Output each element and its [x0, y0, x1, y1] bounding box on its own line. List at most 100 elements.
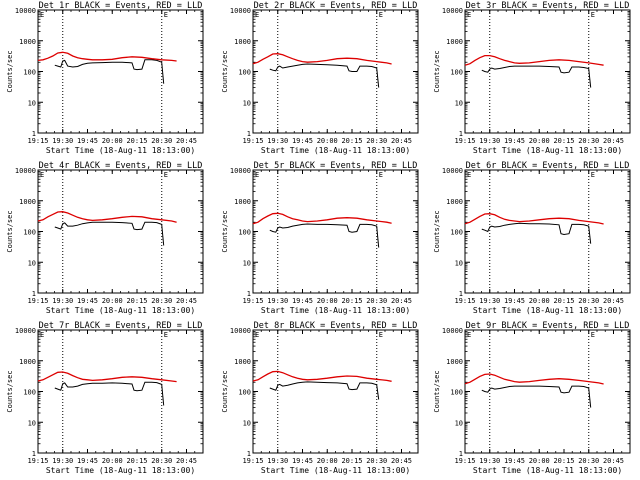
- y-tick-label: 10000: [15, 167, 36, 175]
- panel-1: Det 1r BLACK = Events, RED = LLD Counts/s…: [6, 1, 204, 155]
- events-series-line: [481, 65, 592, 88]
- x-tick-label: 20:30: [578, 297, 599, 305]
- y-tick-label: 10: [243, 259, 251, 267]
- y-tick-label: 10: [28, 419, 36, 427]
- x-tick-label: 20:45: [391, 297, 412, 305]
- panel-title: Det 2r BLACK = Events, RED = LLD: [254, 1, 418, 11]
- x-tick-label: 20:00: [102, 457, 123, 465]
- y-axis-label: Counts/sec: [221, 370, 229, 412]
- x-tick-label: 20:15: [341, 297, 362, 305]
- y-tick-label: 10000: [15, 327, 36, 335]
- events-series-line: [269, 381, 380, 400]
- x-tick-label: 20:45: [176, 297, 197, 305]
- x-tick-label: 20:15: [553, 297, 574, 305]
- y-tick-label: 1: [32, 450, 36, 458]
- marker-label: E: [591, 11, 595, 19]
- y-axis-label: Counts/sec: [221, 210, 229, 252]
- x-tick-label: 20:30: [151, 297, 172, 305]
- panel-title: Det 3r BLACK = Events, RED = LLD: [466, 1, 630, 11]
- marker-label: E: [467, 171, 471, 179]
- x-tick-label: 19:15: [27, 297, 48, 305]
- panel-title: Det 9r BLACK = Events, RED = LLD: [466, 321, 630, 331]
- y-tick-label: 10: [243, 99, 251, 107]
- x-axis-label: Start Time (18-Aug-11 18:13:00): [473, 146, 622, 155]
- x-axis-label: Start Time (18-Aug-11 18:13:00): [261, 466, 410, 475]
- x-tick-label: 20:45: [603, 137, 624, 145]
- x-tick-label: 19:30: [267, 137, 288, 145]
- marker-label: E: [591, 171, 595, 179]
- y-tick-label: 100: [450, 69, 463, 77]
- events-series-line: [54, 221, 165, 246]
- panel-4: Det 4r BLACK = Events, RED = LLD Counts/s…: [6, 161, 204, 315]
- y-tick-label: 1000: [19, 198, 36, 206]
- x-tick-label: 19:15: [242, 457, 263, 465]
- events-series-line: [269, 223, 380, 248]
- events-series-line: [54, 59, 165, 84]
- marker-label: E: [379, 171, 383, 179]
- y-tick-label: 100: [450, 389, 463, 397]
- panel-7: Det 7r BLACK = Events, RED = LLD Counts/s…: [6, 321, 204, 475]
- y-axis-label: Counts/sec: [6, 50, 14, 92]
- x-tick-label: 20:15: [553, 457, 574, 465]
- x-axis-label: Start Time (18-Aug-11 18:13:00): [473, 466, 622, 475]
- marker-label: E: [40, 331, 44, 339]
- panel-3: Det 3r BLACK = Events, RED = LLD Counts/s…: [433, 1, 631, 155]
- panel-6: Det 6r BLACK = Events, RED = LLD Counts/s…: [433, 161, 631, 315]
- lld-series-line: [37, 371, 177, 383]
- x-tick-label: 19:45: [292, 297, 313, 305]
- x-axis-label: Start Time (18-Aug-11 18:13:00): [46, 306, 195, 315]
- y-tick-label: 10000: [442, 327, 463, 335]
- events-series-line: [481, 222, 592, 244]
- x-tick-label: 20:45: [391, 457, 412, 465]
- x-tick-label: 19:45: [77, 297, 98, 305]
- y-tick-label: 100: [23, 229, 36, 237]
- y-tick-label: 1: [459, 450, 463, 458]
- marker-label: E: [40, 11, 44, 19]
- panel-2: Det 2r BLACK = Events, RED = LLD Counts/s…: [221, 1, 419, 155]
- x-tick-label: 20:15: [553, 137, 574, 145]
- y-axis-label: Counts/sec: [6, 370, 14, 412]
- lld-series-line: [464, 373, 604, 385]
- x-tick-label: 20:45: [391, 137, 412, 145]
- x-tick-label: 20:15: [341, 457, 362, 465]
- y-tick-label: 1: [247, 130, 251, 138]
- x-tick-label: 20:15: [126, 297, 147, 305]
- x-tick-label: 20:30: [151, 137, 172, 145]
- x-tick-label: 19:30: [479, 297, 500, 305]
- marker-label: E: [255, 11, 259, 19]
- x-axis-label: Start Time (18-Aug-11 18:13:00): [473, 306, 622, 315]
- x-tick-label: 19:45: [504, 137, 525, 145]
- y-tick-label: 1: [32, 290, 36, 298]
- panel-title: Det 4r BLACK = Events, RED = LLD: [39, 161, 203, 171]
- x-tick-label: 20:00: [102, 137, 123, 145]
- y-tick-label: 1: [459, 130, 463, 138]
- x-tick-label: 20:00: [529, 457, 550, 465]
- x-tick-label: 20:45: [603, 457, 624, 465]
- marker-label: E: [467, 331, 471, 339]
- y-axis-label: Counts/sec: [221, 50, 229, 92]
- marker-label: E: [255, 171, 259, 179]
- x-axis-label: Start Time (18-Aug-11 18:13:00): [261, 306, 410, 315]
- x-tick-label: 20:45: [176, 457, 197, 465]
- x-tick-label: 19:15: [242, 297, 263, 305]
- x-tick-label: 19:30: [479, 457, 500, 465]
- marker-label: E: [467, 11, 471, 19]
- y-tick-label: 100: [23, 69, 36, 77]
- y-tick-label: 100: [23, 389, 36, 397]
- lld-series-line: [37, 211, 177, 223]
- lld-series-line: [252, 53, 392, 65]
- x-tick-label: 19:15: [454, 137, 475, 145]
- x-tick-label: 19:15: [27, 457, 48, 465]
- x-axis-label: Start Time (18-Aug-11 18:13:00): [261, 146, 410, 155]
- x-tick-label: 19:30: [52, 457, 73, 465]
- y-tick-label: 10000: [230, 327, 251, 335]
- panel-title: Det 8r BLACK = Events, RED = LLD: [254, 321, 418, 331]
- x-tick-label: 19:45: [504, 457, 525, 465]
- x-tick-label: 19:45: [504, 297, 525, 305]
- lld-series-line: [252, 212, 392, 225]
- y-tick-label: 10000: [15, 7, 36, 15]
- x-tick-label: 19:45: [77, 457, 98, 465]
- x-tick-label: 19:15: [27, 137, 48, 145]
- panel-5: Det 5r BLACK = Events, RED = LLD Counts/s…: [221, 161, 419, 315]
- marker-label: E: [164, 171, 168, 179]
